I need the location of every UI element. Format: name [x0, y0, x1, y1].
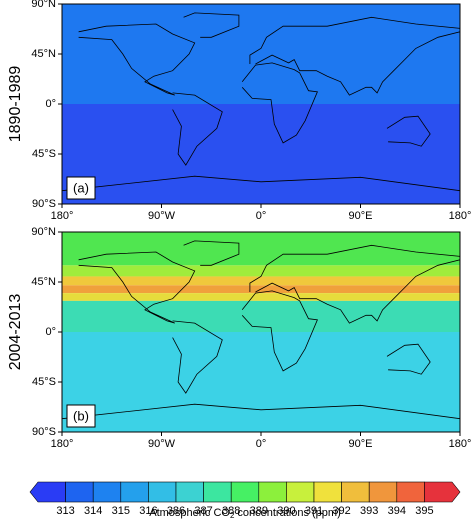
colorbar-title-end: concentrations (ppm)	[237, 507, 340, 519]
colorbar-box	[92, 481, 122, 503]
lon-tick-label: 180°	[449, 210, 472, 222]
coastline	[249, 16, 461, 96]
lat-tick-label: 45°S	[32, 148, 56, 160]
colorbar-tick-label: 315	[112, 505, 130, 517]
colorbar-box	[203, 481, 232, 503]
coastline	[78, 23, 196, 96]
colorbar-end	[424, 481, 461, 503]
coastline	[241, 290, 318, 372]
colorbar-box	[396, 481, 425, 503]
coastline	[183, 240, 240, 266]
colorbar-tick-label: 313	[56, 505, 74, 517]
lat-tick-label: 90°S	[32, 198, 56, 210]
colorbar-box	[313, 481, 342, 503]
colorbar-end	[29, 481, 66, 503]
concentration-band	[62, 293, 460, 301]
colorbar-tick-label: 388	[222, 505, 240, 517]
coastline	[172, 92, 223, 166]
lon-tick-label: 0°	[256, 210, 267, 222]
concentration-band	[62, 4, 460, 104]
lon-tick-label: 180°	[51, 210, 74, 222]
colorbar-box	[258, 481, 287, 503]
coastline	[172, 320, 223, 394]
colorbar-box	[286, 481, 315, 503]
lon-tick-label: 90°W	[148, 438, 176, 450]
lon-tick-label: 90°E	[349, 210, 373, 222]
colorbar-tick-label: 393	[360, 505, 378, 517]
period-label: 1890-1989	[7, 66, 24, 143]
colorbar-tick-label: 390	[277, 505, 295, 517]
lon-tick-label: 0°	[256, 438, 267, 450]
panel-label-box	[66, 404, 96, 428]
lon-tick-label: 90°E	[349, 438, 373, 450]
colorbar-box	[368, 481, 398, 503]
colorbar-box	[148, 481, 177, 503]
coastline	[183, 12, 240, 38]
concentration-band	[62, 104, 460, 204]
colorbar-tick-label: 392	[332, 505, 350, 517]
colorbar-box	[230, 481, 260, 503]
coastline	[241, 62, 318, 144]
colorbar-tick-label: 391	[305, 505, 323, 517]
concentration-band	[62, 265, 460, 277]
colorbar-tick-label: 394	[388, 505, 406, 517]
colorbar-box	[341, 481, 370, 503]
lat-tick-label: 0°	[45, 326, 56, 338]
colorbar-tick-label: 395	[415, 505, 433, 517]
colorbar-title-sub: 2	[230, 511, 235, 519]
lat-tick-label: 45°S	[32, 376, 56, 388]
colorbar-tick-label: 316	[139, 505, 157, 517]
colorbar-box	[65, 481, 94, 503]
colorbar-tick-label: 389	[250, 505, 268, 517]
colorbar-tick-label: 314	[84, 505, 102, 517]
lon-tick-label: 180°	[449, 438, 472, 450]
concentration-band	[62, 332, 460, 432]
colorbar-title-text: Atmospheric CO	[149, 507, 230, 519]
coastline	[386, 115, 431, 147]
colorbar-tick-label: 387	[194, 505, 212, 517]
lat-tick-label: 90°N	[31, 0, 56, 10]
lat-tick-label: 45°N	[31, 48, 56, 60]
lon-tick-label: 90°W	[148, 210, 176, 222]
lat-tick-label: 90°S	[32, 426, 56, 438]
lat-tick-label: 90°N	[31, 226, 56, 238]
colorbar-title: Atmospheric CO2 concentrations (ppm)	[149, 507, 340, 519]
colorbar: 313 314 315 316 386 387 388 389 390 391 392 393 394 3…	[29, 481, 461, 519]
coastline	[61, 403, 461, 420]
lon-tick-label: 180°	[51, 438, 74, 450]
coastline	[61, 175, 461, 192]
coastline	[249, 244, 461, 324]
colorbar-tick-label: 386	[167, 505, 185, 517]
panel-label: (a)	[73, 180, 89, 195]
coastline	[386, 343, 431, 375]
colorbar-box	[175, 481, 204, 503]
period-label: 2004-2013	[7, 294, 24, 371]
concentration-band	[62, 276, 460, 286]
panel-label-box	[66, 176, 96, 200]
panel-label: (b)	[73, 408, 89, 423]
coastline	[78, 251, 196, 324]
lat-tick-label: 0°	[45, 98, 56, 110]
concentration-band	[62, 232, 460, 266]
colorbar-box	[120, 481, 149, 503]
lat-tick-label: 45°N	[31, 276, 56, 288]
